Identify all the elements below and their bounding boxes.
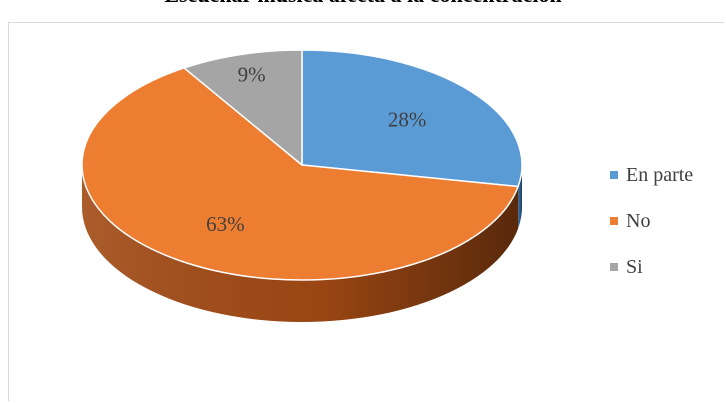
legend-swatch <box>610 263 618 271</box>
pie-side-shading <box>518 165 522 229</box>
pie-slice-no <box>81 67 519 281</box>
chart-title: Escuchar música afecta a la concentració… <box>0 0 726 8</box>
legend-item-en-parte: En parte <box>610 152 693 198</box>
legend-item-si: Si <box>610 244 693 290</box>
pie-slice-en-parte <box>301 49 523 188</box>
chart-frame <box>8 22 724 401</box>
pie-side-shading <box>81 165 519 323</box>
pie-slice-si <box>183 49 303 166</box>
legend-swatch <box>610 217 618 225</box>
data-label-en-parte: 28% <box>388 108 427 132</box>
legend-label: Si <box>626 255 643 278</box>
legend: En parte No Si <box>610 152 693 290</box>
data-label-no: 63% <box>206 212 245 236</box>
legend-label: En parte <box>626 163 694 186</box>
legend-label: No <box>626 209 651 232</box>
legend-item-no: No <box>610 198 693 244</box>
data-label-si: 9% <box>238 62 266 86</box>
legend-swatch <box>610 171 618 179</box>
